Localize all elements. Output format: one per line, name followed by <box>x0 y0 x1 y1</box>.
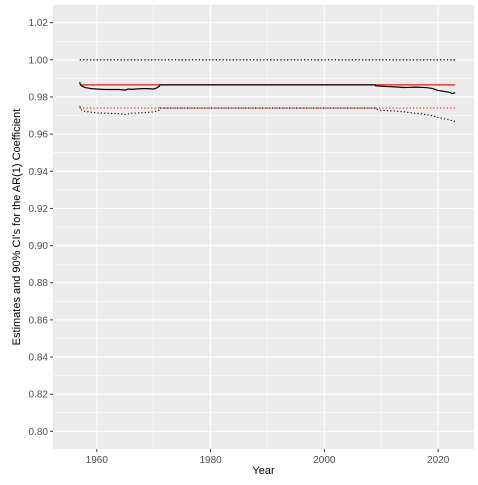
x-tick-label: 1960 <box>86 455 109 466</box>
y-axis-label: Estimates and 90% CI's for the AR(1) Coe… <box>11 109 23 346</box>
recursive-lower-ci-line <box>79 106 456 123</box>
y-tick-label: 0.92 <box>29 204 49 215</box>
y-tick-label: 0.82 <box>29 390 49 401</box>
y-tick-label: 0.96 <box>29 130 49 141</box>
series-layer <box>79 59 456 123</box>
y-tick-label: 0.84 <box>29 353 49 364</box>
y-tick-label: 0.90 <box>29 241 49 252</box>
y-tick-label: 0.98 <box>29 92 49 103</box>
minor-gridlines <box>53 5 474 449</box>
y-tick-label: 0.86 <box>29 315 49 326</box>
major-gridlines <box>53 5 474 449</box>
y-tick-label: 1.00 <box>29 55 49 66</box>
recursive-estimate-line <box>79 81 456 95</box>
y-tick-label: 0.94 <box>29 167 49 178</box>
y-tick-label: 0.80 <box>29 427 49 438</box>
y-axis: 0.80 0.82 0.84 0.86 0.88 0.90 0.92 0.94 0.96 0.98… <box>29 18 53 438</box>
y-tick-label: 1.02 <box>29 18 49 29</box>
x-tick-label: 1980 <box>199 455 222 466</box>
x-axis-label: Year <box>252 465 275 477</box>
x-tick-label: 2020 <box>427 455 450 466</box>
x-axis: 1960 1980 2000 2020 <box>86 449 450 466</box>
x-tick-label: 2000 <box>313 455 336 466</box>
y-tick-label: 0.88 <box>29 278 49 289</box>
